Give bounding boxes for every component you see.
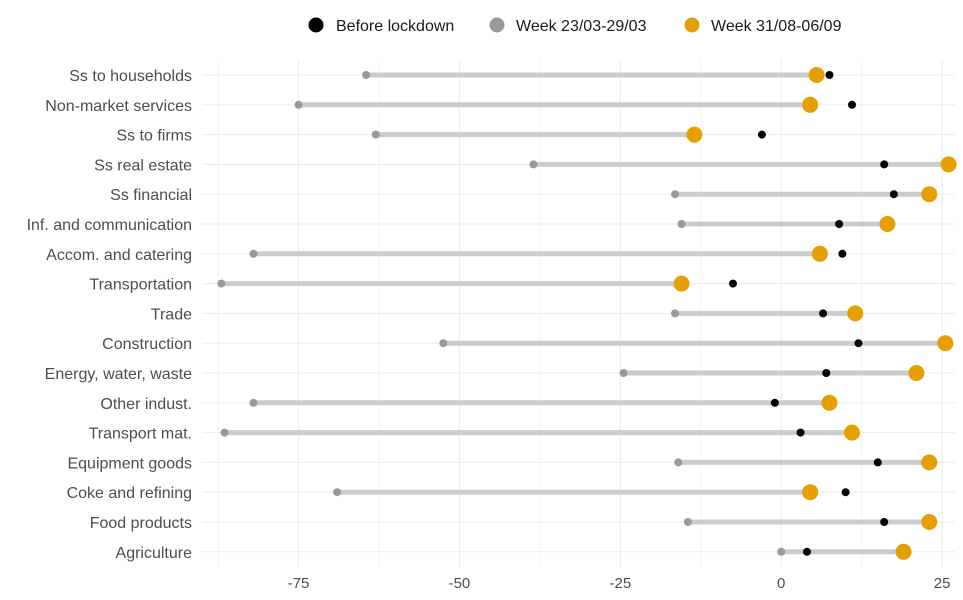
point-week-23-03	[249, 249, 258, 258]
category-label: Non-market services	[45, 98, 192, 115]
legend-before-lockdown-label: Before lockdown	[336, 18, 454, 35]
category-label: Equipment goods	[67, 455, 192, 472]
point-week-31-08	[895, 543, 912, 560]
point-week-23-03	[777, 547, 786, 556]
point-week-23-03	[683, 518, 692, 526]
point-before-lockdown	[854, 339, 863, 348]
points	[217, 67, 957, 560]
point-before-lockdown	[873, 458, 882, 467]
point-week-31-08	[808, 67, 825, 83]
point-week-23-03	[439, 339, 448, 348]
point-before-lockdown	[841, 488, 850, 497]
x-tick-label: -75	[288, 575, 310, 592]
x-axis-labels: -75 -50 -25 0 25	[288, 575, 951, 592]
point-before-lockdown	[796, 428, 805, 437]
category-label: Agriculture	[116, 545, 193, 562]
point-before-lockdown	[880, 518, 889, 526]
segments	[221, 72, 949, 555]
point-week-31-08	[821, 394, 838, 411]
point-week-31-08	[673, 275, 690, 292]
point-before-lockdown	[802, 547, 811, 556]
x-tick-label: -50	[449, 575, 471, 592]
legend-week-23-03-swatch	[489, 17, 505, 33]
point-week-31-08	[802, 484, 819, 501]
point-before-lockdown	[835, 220, 844, 228]
y-axis-labels: Ss to households Non-market services Ss to…	[27, 68, 193, 562]
point-week-31-08	[879, 216, 896, 232]
point-before-lockdown	[728, 279, 737, 288]
legend-week-31-08-label: Week 31/08-06/09	[711, 18, 842, 35]
point-week-31-08	[940, 156, 957, 173]
point-week-23-03	[249, 398, 258, 407]
point-week-23-03	[362, 71, 371, 79]
legend-before-lockdown-swatch	[308, 17, 324, 33]
point-week-23-03	[217, 279, 226, 288]
category-label: Trade	[151, 306, 192, 323]
category-label: Construction	[102, 336, 192, 353]
x-tick-label: 0	[777, 575, 785, 592]
point-week-31-08	[921, 454, 938, 471]
x-tick-label: 25	[934, 575, 951, 592]
point-before-lockdown	[770, 398, 779, 407]
point-before-lockdown	[838, 249, 847, 258]
point-week-23-03	[529, 160, 538, 169]
category-label: Food products	[90, 515, 192, 532]
point-before-lockdown	[757, 130, 766, 139]
point-week-23-03	[619, 369, 628, 377]
point-week-23-03	[671, 190, 680, 199]
x-tick-label: -25	[609, 575, 631, 592]
point-before-lockdown	[889, 190, 898, 199]
legend: Before lockdown Week 23/03-29/03 Week 31/0…	[308, 17, 842, 35]
point-week-23-03	[677, 220, 686, 228]
category-label: Accom. and catering	[46, 247, 192, 264]
point-before-lockdown	[848, 100, 857, 109]
category-label: Transportation	[89, 277, 192, 294]
point-week-23-03	[220, 428, 229, 437]
point-week-31-08	[847, 305, 864, 322]
point-week-31-08	[844, 424, 861, 441]
point-week-31-08	[811, 245, 828, 262]
point-week-31-08	[921, 186, 938, 203]
legend-week-23-03-label: Week 23/03-29/03	[516, 18, 647, 35]
category-label: Ss real estate	[94, 157, 192, 174]
point-week-23-03	[371, 130, 380, 139]
point-before-lockdown	[819, 309, 828, 318]
point-week-23-03	[674, 458, 683, 467]
point-before-lockdown	[825, 71, 834, 79]
point-before-lockdown	[822, 369, 831, 377]
category-label: Other indust.	[100, 396, 192, 413]
point-week-23-03	[671, 309, 680, 318]
category-label: Coke and refining	[67, 485, 192, 502]
point-before-lockdown	[880, 160, 889, 169]
category-label: Ss to households	[69, 68, 192, 85]
point-week-31-08	[921, 514, 938, 530]
category-label: Ss to firms	[116, 128, 192, 145]
point-week-31-08	[937, 335, 954, 352]
category-label: Ss financial	[110, 187, 192, 204]
category-label: Energy, water, waste	[45, 366, 192, 383]
legend-week-31-08-swatch	[684, 17, 700, 33]
category-label: Inf. and communication	[27, 217, 192, 234]
category-label: Transport mat.	[89, 426, 192, 443]
point-week-31-08	[802, 96, 819, 113]
point-week-31-08	[908, 365, 925, 381]
point-week-23-03	[294, 100, 303, 109]
point-week-23-03	[333, 488, 342, 497]
point-week-31-08	[686, 126, 703, 143]
